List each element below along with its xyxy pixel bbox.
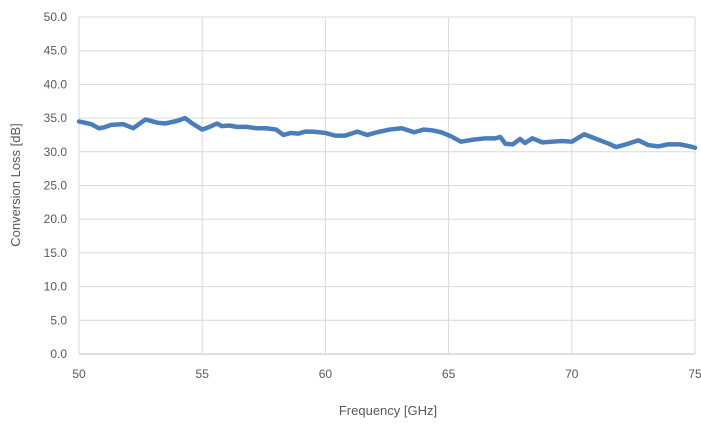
x-tick-label: 65 [442,367,456,381]
x-axis-label: Frequency [GHz] [339,403,437,418]
y-tick-label: 35.0 [44,111,68,125]
y-tick-label: 50.0 [44,10,68,24]
y-tick-label: 40.0 [44,77,68,91]
y-tick-label: 25.0 [44,179,68,193]
x-tick-label: 70 [565,367,579,381]
gridlines [78,16,696,355]
y-tick-label: 10.0 [44,280,68,294]
x-tick-label: 50 [72,367,86,381]
x-tick-label: 55 [196,367,210,381]
y-tick-label: 5.0 [50,313,67,327]
series-line [76,115,698,151]
y-tick-label: 30.0 [44,145,68,159]
y-tick-label: 0.0 [50,347,67,361]
series-layer [76,115,698,151]
x-tick-labels: 50 55 60 65 70 75 [72,367,701,381]
y-axis-label: Conversion Loss [dB] [8,123,23,247]
x-tick-label: 75 [688,367,701,381]
y-tick-label: 20.0 [44,212,68,226]
x-tick-label: 60 [319,367,333,381]
y-tick-labels: 0.0 5.0 10.0 15.0 20.0 25.0 30.0 35.0 40.0 45.0 50… [44,10,68,361]
y-tick-label: 15.0 [44,246,68,260]
y-tick-label: 45.0 [44,44,68,58]
